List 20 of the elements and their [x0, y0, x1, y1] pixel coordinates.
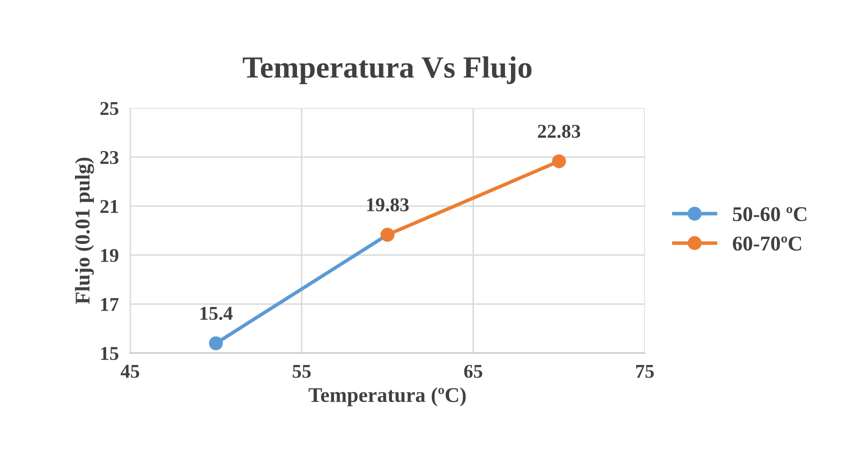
- y-tick-label: 15: [101, 347, 118, 360]
- point: [552, 154, 566, 168]
- point: [208, 336, 223, 350]
- x-tick-label: 55: [292, 364, 311, 378]
- y-axis-title: Flujo (0.01 pulg): [74, 158, 94, 304]
- x-axis-title: Temperatura (ºC): [308, 387, 466, 406]
- data-label: 19.83: [367, 198, 409, 212]
- data-label: 15.4: [200, 306, 233, 320]
- y-tick-label: 17: [101, 298, 119, 311]
- x-tick-label: 75: [636, 364, 654, 378]
- y-tick-label: 21: [100, 200, 118, 213]
- legend-label: 50-60 ºC: [732, 207, 806, 222]
- y-tick-label: 23: [100, 150, 118, 164]
- x-tick-label: 65: [464, 364, 482, 378]
- x-tick-label: 45: [120, 364, 140, 378]
- data-label: 22.83: [538, 124, 580, 138]
- y-tick-label: 19: [101, 248, 118, 262]
- y-tick-label: 25: [100, 102, 118, 116]
- legend-label: 60-70ºC: [732, 236, 802, 251]
- chart-title: Temperatura Vs Flujo: [242, 56, 532, 84]
